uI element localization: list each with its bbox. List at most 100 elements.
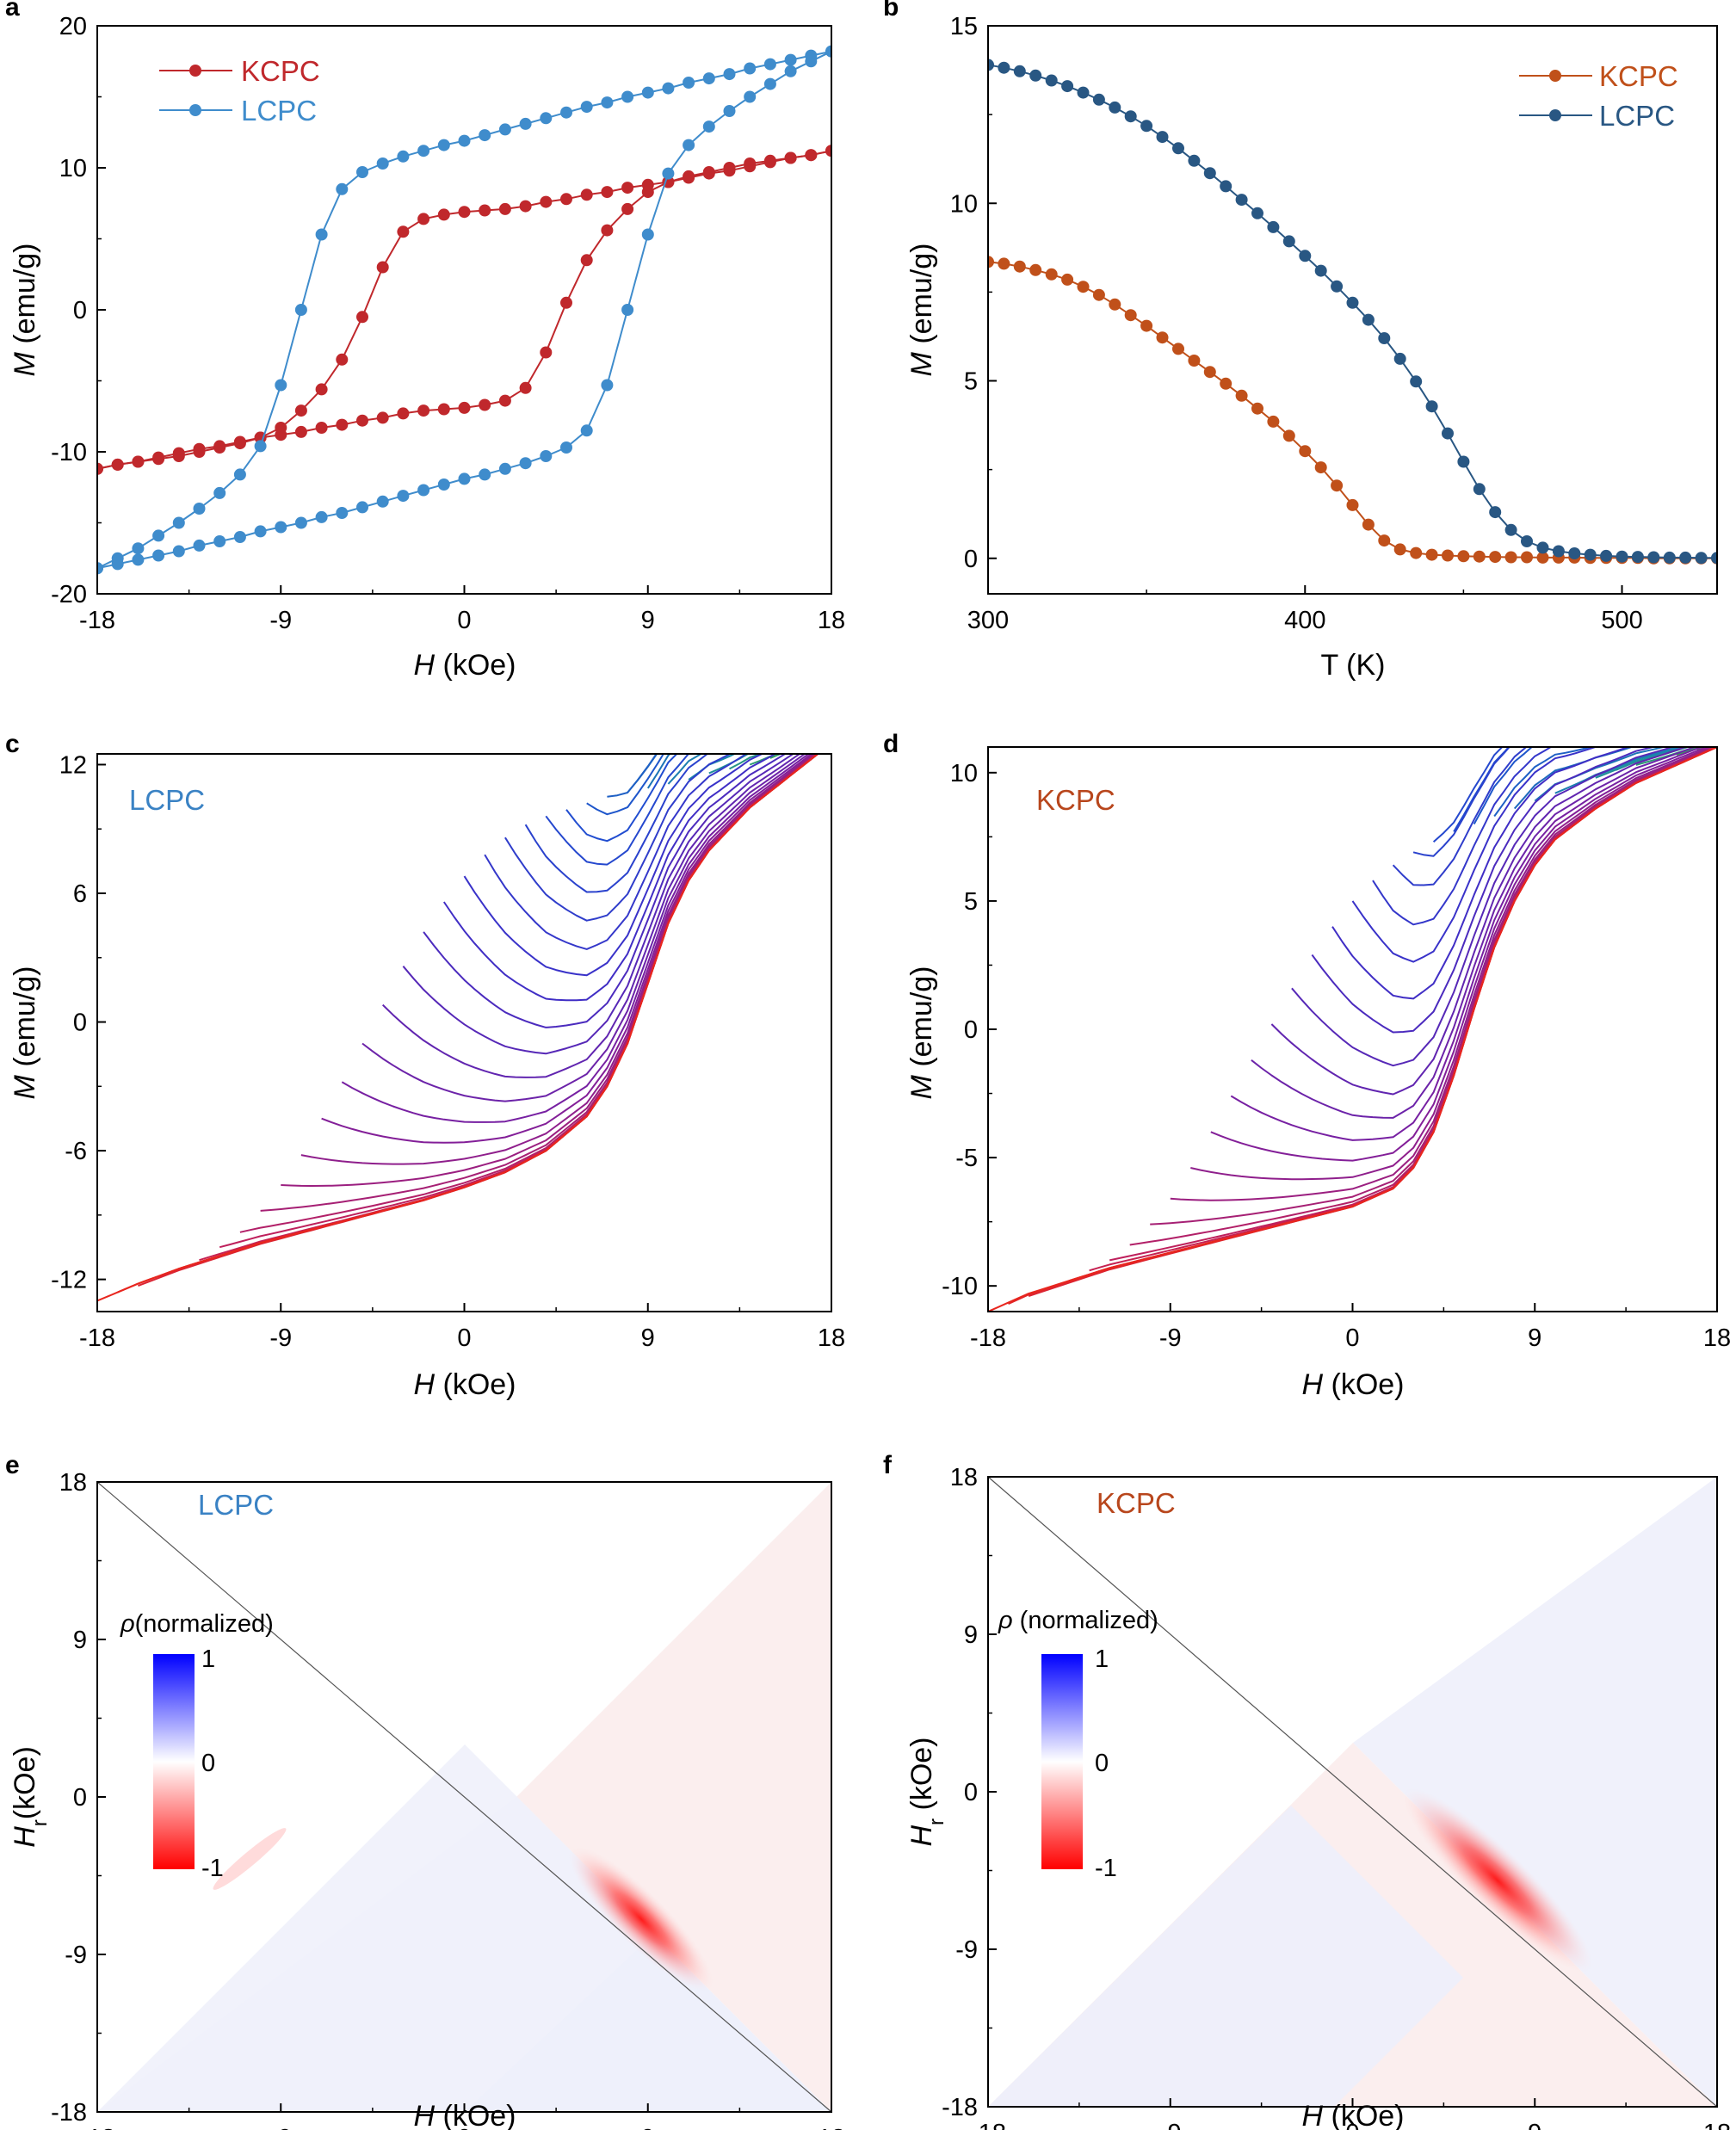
- series-lcpc-point: [275, 379, 287, 392]
- series-lcpc-point: [213, 535, 226, 547]
- series-lcpc-point: [417, 484, 430, 497]
- series-lcpc-point: [540, 112, 553, 125]
- series-lcpc-point: [1473, 483, 1486, 496]
- series-kcpc-point: [1521, 551, 1533, 564]
- series-lcpc-point: [988, 59, 994, 71]
- forc-curve: [545, 754, 690, 866]
- series-lcpc-point: [97, 562, 103, 575]
- series-lcpc-point: [498, 462, 511, 475]
- panel-b-legend: KCPC LCPC: [1519, 60, 1678, 132]
- series-kcpc-point: [784, 151, 797, 164]
- x-tick-label: 18: [1703, 1324, 1731, 1352]
- x-tick-label: 9: [641, 2125, 655, 2130]
- panel-c-sample-label: LCPC: [129, 784, 205, 816]
- series-kcpc-point: [132, 455, 145, 468]
- series-kcpc-point: [580, 188, 593, 201]
- y-tick-label: 0: [73, 1784, 87, 1812]
- forc-curve: [811, 737, 831, 748]
- series-lcpc-point: [193, 539, 206, 552]
- panel-f-xlabel: H (kOe): [1301, 2100, 1404, 2130]
- series-kcpc-point: [1331, 479, 1344, 492]
- x-tick-label: -9: [269, 607, 292, 634]
- y-tick-label: -6: [65, 1138, 87, 1165]
- series-kcpc-point: [1077, 281, 1090, 293]
- series-lcpc-point: [744, 90, 757, 103]
- y-tick-label: 12: [59, 751, 87, 779]
- y-tick-label: 9: [964, 1621, 978, 1649]
- forc-curve: [1008, 747, 1717, 1306]
- panel-f-density-peak: [1402, 1787, 1593, 1973]
- series-lcpc-point: [621, 304, 634, 316]
- y-tick-label: 10: [950, 190, 978, 218]
- x-tick-label: 18: [818, 1324, 845, 1352]
- panel-f-field-region: [988, 1806, 1463, 2107]
- series-lcpc-point: [336, 182, 349, 195]
- series-kcpc-point: [519, 200, 532, 213]
- series-kcpc-point: [744, 157, 757, 170]
- series-kcpc-point: [998, 257, 1010, 270]
- series-kcpc-point: [805, 149, 818, 162]
- series-kcpc-point: [479, 204, 491, 217]
- panel-d-frame: [987, 746, 1718, 1312]
- forc-curve: [1270, 747, 1688, 1096]
- series-lcpc-point: [294, 516, 307, 529]
- series-lcpc-point: [479, 468, 491, 481]
- x-tick-label: -9: [269, 2125, 292, 2130]
- series-lcpc-point: [1378, 332, 1391, 344]
- panel-a: a -18 -9 0 9 18 -20 -10 0 10 20 KCPC LCPC H (kOe)…: [5, 0, 845, 682]
- panel-e-sample-label: LCPC: [198, 1489, 274, 1521]
- series-lcpc-point: [1362, 313, 1375, 326]
- y-tick-label: -18: [942, 2094, 978, 2121]
- y-tick-label: -10: [51, 439, 87, 466]
- forc-curve: [382, 754, 801, 1078]
- forc-curve: [1372, 747, 1553, 926]
- y-tick-label: 10: [950, 760, 978, 787]
- series-kcpc-point: [540, 195, 553, 208]
- series-lcpc-point: [152, 529, 165, 542]
- panel-d-ticks: -18 -9 0 9 18 -10 -5 0 5 10: [942, 760, 1731, 1352]
- forc-curve: [1351, 747, 1599, 963]
- panel-a-plot-area: [97, 45, 831, 575]
- forc-curve: [1291, 747, 1676, 1067]
- series-lcpc-point: [1679, 551, 1692, 564]
- series-lcpc-point: [254, 525, 267, 538]
- legend-kcpc-marker: [189, 65, 201, 77]
- series-lcpc-point: [1631, 551, 1644, 564]
- series-lcpc-point: [479, 129, 491, 142]
- series-kcpc-point: [621, 182, 634, 194]
- series-lcpc-point: [1045, 74, 1058, 87]
- panel-d: d -18 -9 0 9 18 -10 -5 0 5 10 KCPC H (kOe) M (emu…: [883, 730, 1731, 1401]
- series-lcpc-point: [458, 472, 471, 485]
- forc-curve: [1595, 747, 1689, 779]
- series-lcpc-point: [683, 77, 695, 89]
- series-kcpc-point: [417, 213, 430, 225]
- panel-e: e -18 -9 0 9 18 -18 -9 0 9 18 LCPC ρ(normalized) …: [5, 1451, 845, 2130]
- series-kcpc-point: [437, 208, 450, 221]
- forc-curve: [607, 754, 658, 798]
- series-lcpc-point: [1314, 264, 1327, 277]
- forc-curve: [1251, 747, 1697, 1119]
- y-tick-label: 18: [59, 1469, 87, 1497]
- series-lcpc-point: [1346, 296, 1359, 309]
- forc-curve: [1331, 747, 1631, 1000]
- series-kcpc-point: [1457, 550, 1470, 563]
- y-tick-label: -20: [51, 581, 87, 608]
- panel-b-ylabel: M (emu/g): [905, 244, 938, 377]
- y-tick-label: 5: [964, 368, 978, 396]
- series-kcpc-point: [97, 462, 103, 475]
- x-tick-label: 9: [1528, 2120, 1541, 2130]
- x-tick-label: 18: [1703, 2120, 1731, 2130]
- panel-c-ticks: -18 -9 0 9 18 -12 -6 0 6 12: [51, 751, 845, 1352]
- series-kcpc-point: [1203, 366, 1216, 379]
- panel-f-colorbar: ρ (normalized) 1 0 -1: [998, 1607, 1158, 1882]
- x-tick-label: 9: [1528, 1324, 1541, 1352]
- series-kcpc-point: [1109, 298, 1121, 311]
- panel-a-xlabel: H (kOe): [413, 649, 516, 682]
- series-lcpc-point: [1393, 352, 1406, 365]
- series-lcpc-point: [560, 106, 572, 119]
- series-lcpc-point: [213, 486, 226, 499]
- y-tick-label: 5: [964, 888, 978, 916]
- series-lcpc-point: [315, 510, 328, 523]
- series-kcpc-point: [458, 206, 471, 219]
- series-lcpc-point: [233, 531, 246, 543]
